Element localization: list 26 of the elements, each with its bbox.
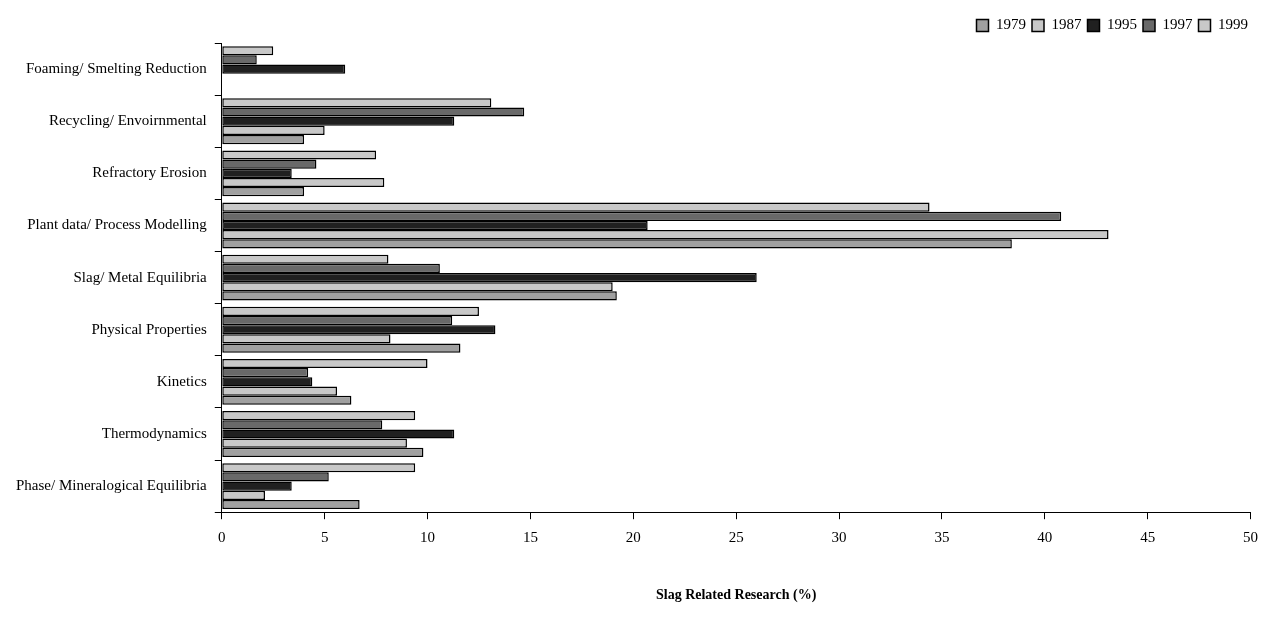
x-tick-label: 15 [522,529,538,546]
x-tick-label: 30 [831,529,847,546]
x-tick-label: 20 [625,529,641,546]
x-tick-label: 45 [1140,529,1156,546]
x-tick-label: 5 [320,529,329,546]
legend-label: 1987 [1051,16,1082,33]
y-tick-label: Foaming/ Smelting Reduction [25,60,208,76]
x-tick-label: 10 [420,529,436,546]
x-tick-label: 0 [218,529,226,546]
x-tick-label: 35 [934,529,950,546]
legend-label: 1995 [1107,16,1137,33]
x-tick-label: 40 [1037,529,1053,546]
legend-label: 1999 [1218,16,1248,33]
y-tick-label: Slag/ Metal Equilibria [73,268,208,285]
x-tick-label: 50 [1243,529,1258,546]
x-axis-title: Slag Related Research (%) [655,587,817,604]
y-tick-label: Plant data/ Process Modelling [27,216,208,233]
x-tick-label: 25 [728,529,744,546]
y-tick-label: Thermodynamics [101,424,207,441]
y-tick-label: Kinetics [156,372,207,389]
legend-label: 1997 [1162,16,1193,33]
y-tick-label: Recycling/ Envoirnmental [48,112,207,129]
y-tick-label: Refractory Erosion [92,164,208,181]
legend-label: 1979 [996,16,1026,33]
y-tick-label: Phase/ Mineralogical Equilibria [16,477,208,494]
y-tick-label: Physical Properties [91,320,207,337]
